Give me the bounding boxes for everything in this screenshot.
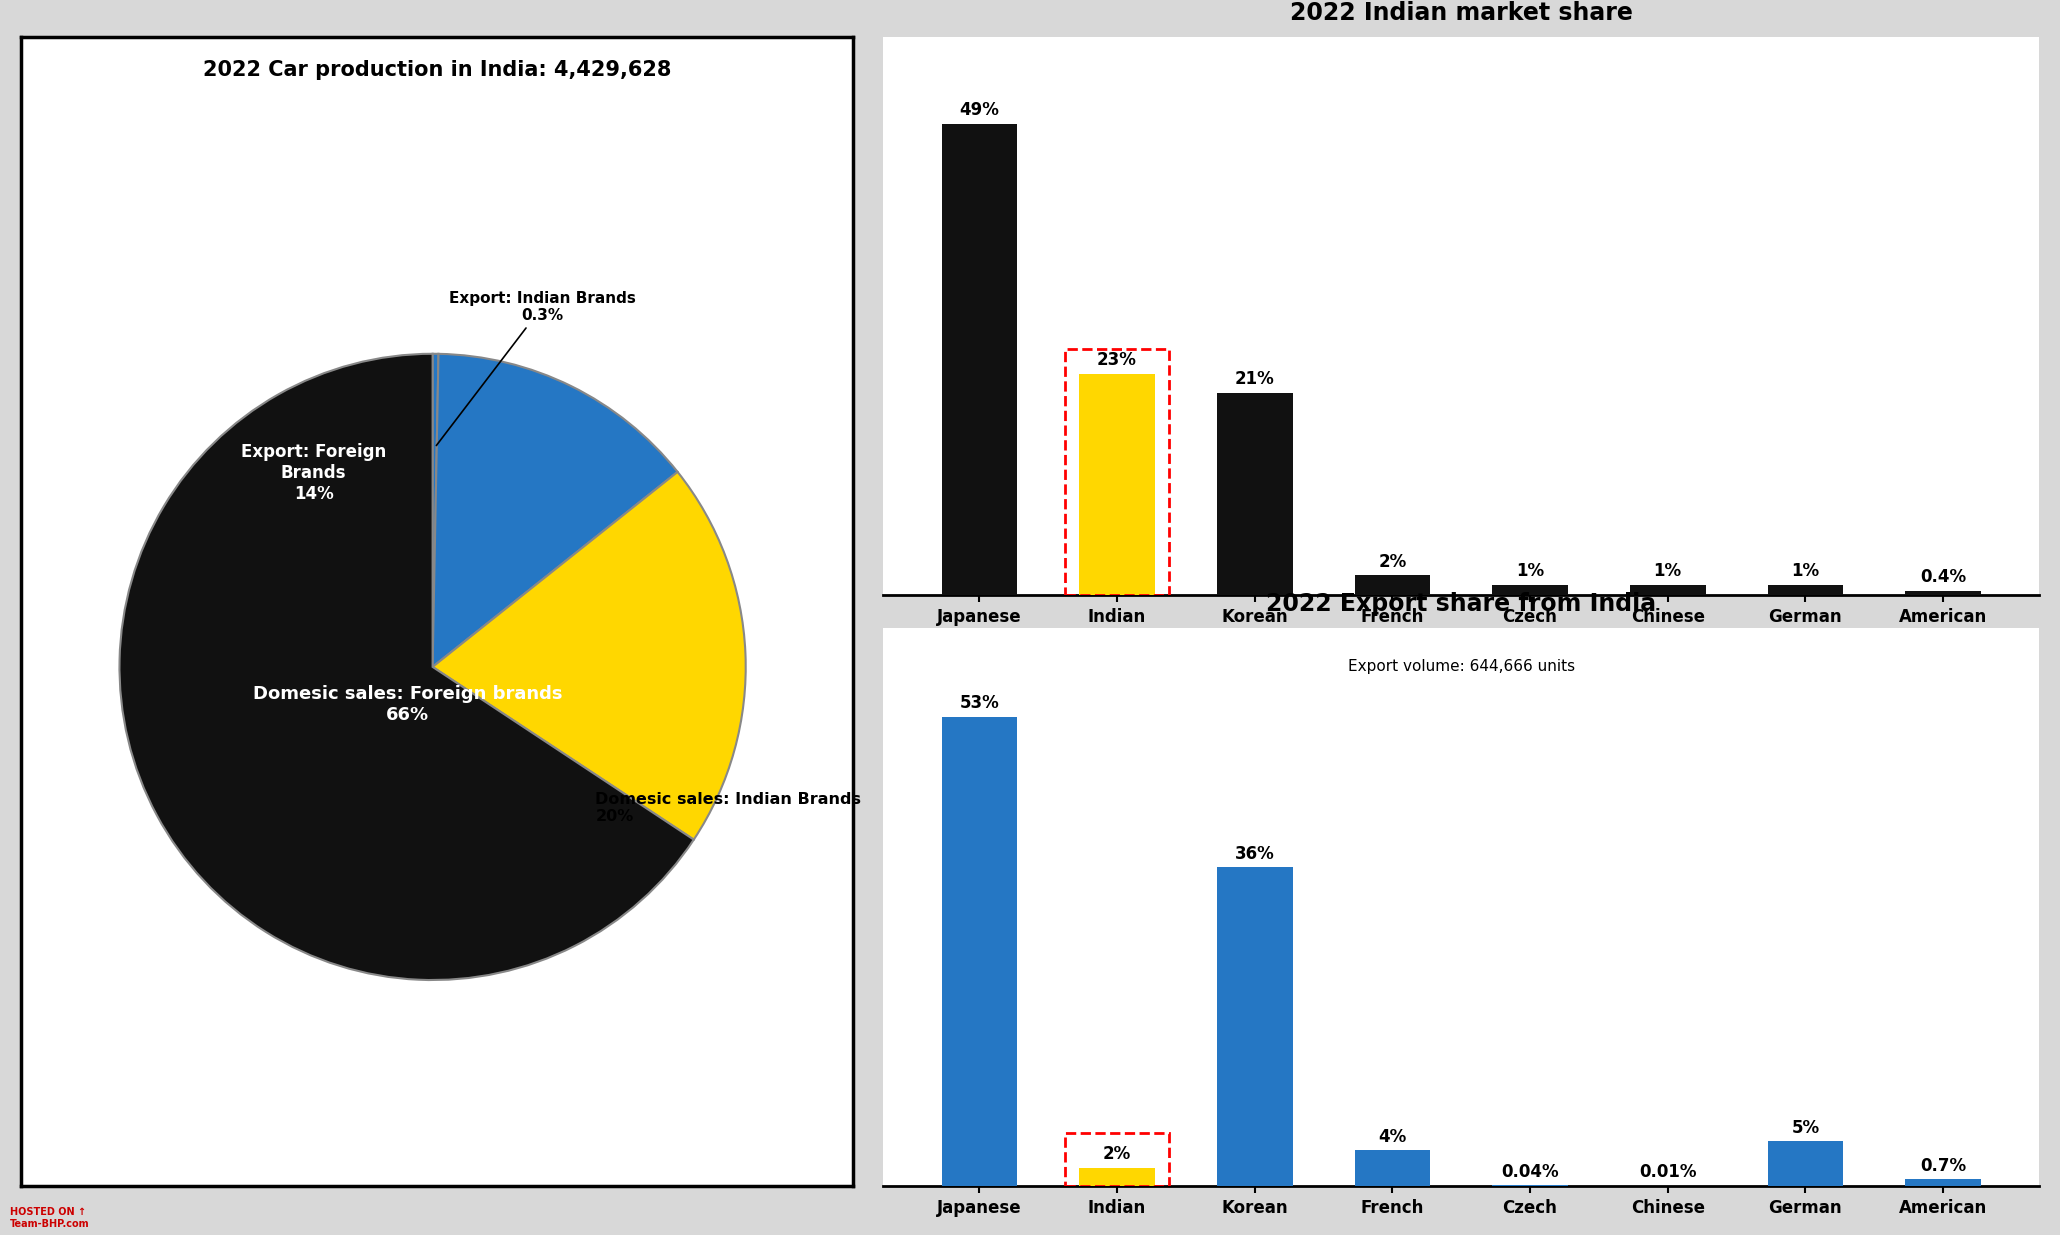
Bar bbox=[1079, 373, 1156, 594]
Bar bbox=[941, 124, 1018, 594]
Wedge shape bbox=[433, 354, 678, 667]
Bar bbox=[941, 716, 1018, 1186]
Bar bbox=[1767, 1141, 1844, 1186]
Wedge shape bbox=[119, 353, 694, 981]
Bar bbox=[1906, 590, 1982, 594]
Text: 2%: 2% bbox=[1378, 552, 1407, 571]
Wedge shape bbox=[433, 353, 439, 667]
Bar bbox=[1491, 585, 1568, 594]
Bar bbox=[1906, 1179, 1982, 1186]
Text: Export: Foreign
Brands
14%: Export: Foreign Brands 14% bbox=[241, 443, 385, 503]
Text: 49%: 49% bbox=[960, 101, 999, 119]
Text: Export: Indian Brands
0.3%: Export: Indian Brands 0.3% bbox=[437, 290, 637, 446]
Title: 2022 Export share from India: 2022 Export share from India bbox=[1267, 593, 1656, 616]
Text: 2022 Car production in India: 4,429,628: 2022 Car production in India: 4,429,628 bbox=[202, 61, 672, 80]
Text: 0.04%: 0.04% bbox=[1502, 1163, 1559, 1181]
Bar bbox=[1217, 867, 1292, 1186]
Text: 0.7%: 0.7% bbox=[1920, 1157, 1965, 1174]
Text: 53%: 53% bbox=[960, 694, 999, 713]
Bar bbox=[1767, 585, 1844, 594]
Text: 36%: 36% bbox=[1234, 845, 1275, 862]
Text: 5%: 5% bbox=[1792, 1119, 1819, 1137]
Text: 0.4%: 0.4% bbox=[1920, 568, 1965, 585]
Text: 2%: 2% bbox=[1102, 1146, 1131, 1163]
Text: 1%: 1% bbox=[1654, 562, 1681, 580]
Text: Export volume: 644,666 units: Export volume: 644,666 units bbox=[1347, 658, 1574, 674]
Bar bbox=[1065, 350, 1170, 594]
Text: Domesic sales: Foreign brands
66%: Domesic sales: Foreign brands 66% bbox=[253, 685, 562, 724]
Bar bbox=[1629, 585, 1706, 594]
Text: 1%: 1% bbox=[1516, 562, 1545, 580]
Bar bbox=[1355, 576, 1430, 594]
Bar bbox=[1217, 393, 1292, 594]
Bar bbox=[1065, 1132, 1170, 1186]
Wedge shape bbox=[433, 472, 746, 840]
Text: 23%: 23% bbox=[1098, 351, 1137, 369]
Bar bbox=[1355, 1150, 1430, 1186]
Title: 2022 Indian market share: 2022 Indian market share bbox=[1290, 1, 1634, 26]
Text: Domesic sales: Indian Brands
20%: Domesic sales: Indian Brands 20% bbox=[595, 792, 861, 824]
Text: 0.01%: 0.01% bbox=[1640, 1163, 1697, 1181]
Text: 21%: 21% bbox=[1234, 370, 1275, 388]
Text: 1%: 1% bbox=[1792, 562, 1819, 580]
Text: HOSTED ON ↑
Team-BHP.com: HOSTED ON ↑ Team-BHP.com bbox=[10, 1208, 91, 1229]
Text: 4%: 4% bbox=[1378, 1128, 1407, 1146]
Bar bbox=[1079, 1168, 1156, 1186]
